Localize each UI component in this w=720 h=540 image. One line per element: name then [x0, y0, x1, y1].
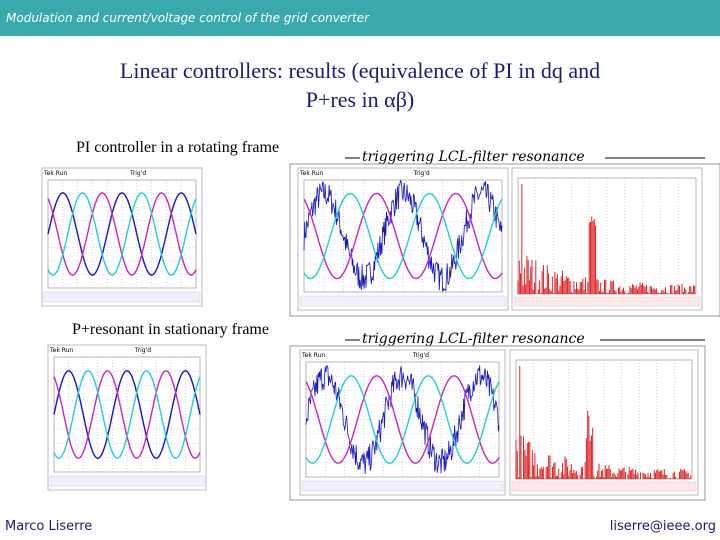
header-title: Modulation and current/voltage control o… — [6, 11, 370, 25]
caption: triggering LCL-filter resonance — [362, 331, 585, 347]
scope-footer — [299, 295, 507, 307]
frame — [289, 345, 706, 501]
scope-bg — [297, 167, 509, 311]
footer-author: Marco Liserre — [5, 519, 93, 534]
slide-title: Linear controllers: results (equivalence… — [119, 58, 601, 83]
spectrum-footer — [513, 296, 701, 307]
scope-footer — [49, 475, 205, 487]
scope-status: Tek Run — [49, 347, 73, 354]
waveform — [305, 375, 500, 464]
scope-status: Tek Run — [299, 170, 323, 177]
caption: PI controller in a rotating frame — [76, 139, 280, 156]
scope-footer — [43, 291, 201, 303]
caption: triggering LCL-filter resonance — [362, 149, 585, 165]
waveform — [47, 192, 197, 276]
scope-trigger: Trig'd — [412, 352, 429, 359]
scope-trigger: Trig'd — [413, 170, 430, 177]
frame — [289, 163, 720, 317]
slide-title: P+res in αβ) — [305, 87, 415, 112]
waveform — [53, 370, 201, 459]
scope-status: Tek Run — [43, 170, 67, 177]
waveform — [303, 179, 503, 292]
scope-footer — [301, 480, 504, 492]
scope-status: Tek Run — [301, 352, 325, 359]
scope-trigger: Trig'd — [134, 347, 151, 354]
caption: P+resonant in stationary frame — [72, 321, 269, 338]
scope-trigger: Trig'd — [129, 170, 146, 177]
waveform — [303, 192, 503, 280]
spectrum-footer — [511, 481, 697, 492]
spectrum-bg — [509, 349, 699, 496]
header-bar: Modulation and current/voltage control o… — [0, 0, 720, 36]
footer-email: liserre@ieee.org — [609, 519, 716, 534]
